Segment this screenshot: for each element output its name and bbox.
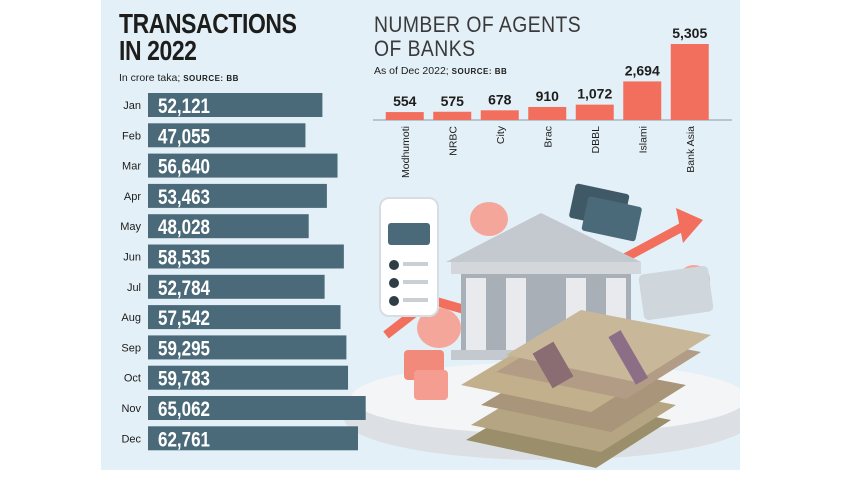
transaction-bar xyxy=(148,123,306,148)
phone-icon xyxy=(379,197,439,317)
month-label: Sep xyxy=(121,342,141,354)
agent-value-label: 1,072 xyxy=(577,86,612,102)
credit-card-icon xyxy=(638,265,714,321)
month-label: Jan xyxy=(123,100,141,112)
transaction-value-label: 52,784 xyxy=(158,277,210,300)
transaction-value-label: 53,463 xyxy=(158,186,210,209)
agents-title: NUMBER OF AGENTS OF BANKS xyxy=(374,12,582,61)
month-label: Aug xyxy=(121,312,141,324)
transactions-subtitle: In crore taka; SOURCE: BB xyxy=(119,72,239,84)
money-stack-icon xyxy=(461,310,711,468)
agent-value-label: 678 xyxy=(488,91,512,107)
bank-label: Modhumoti xyxy=(400,126,412,178)
transaction-bar xyxy=(148,183,327,208)
transaction-value-label: 58,535 xyxy=(158,247,210,270)
transaction-value-label: 48,028 xyxy=(158,216,210,239)
month-label: Dec xyxy=(121,433,141,445)
transaction-value-label: 56,640 xyxy=(158,156,210,179)
transaction-bar xyxy=(148,335,347,360)
bank-label: Brac xyxy=(542,126,554,148)
agent-value-label: 575 xyxy=(441,93,465,109)
transaction-value-label: 59,295 xyxy=(158,337,210,360)
agent-bar xyxy=(623,81,662,120)
agent-value-label: 2,694 xyxy=(625,62,660,78)
transaction-value-label: 57,542 xyxy=(158,307,210,330)
transaction-bar xyxy=(148,305,341,330)
transaction-bar xyxy=(148,153,338,178)
transactions-title: TRANSACTIONS IN 2022 xyxy=(119,8,297,66)
month-label: May xyxy=(120,221,141,233)
agent-bar xyxy=(528,106,567,120)
infographic-panel: TRANSACTIONS IN 2022 In crore taka; SOUR… xyxy=(101,0,740,470)
agents-date: As of Dec 2022; xyxy=(374,65,452,77)
agent-value-label: 5,305 xyxy=(672,25,707,41)
transaction-bar xyxy=(148,93,323,117)
growth-arrow-head xyxy=(676,208,703,243)
transaction-value-label: 52,121 xyxy=(158,95,210,118)
agents-bar-chart: 554 Modhumoti 575 NRBC 678 City 910 Brac 1,072 DB… xyxy=(373,25,732,178)
agent-value-label: 554 xyxy=(393,93,417,109)
month-label: Nov xyxy=(121,403,141,415)
bank-label: Bank Asia xyxy=(685,126,697,173)
month-label: Mar xyxy=(122,161,141,173)
transaction-bar xyxy=(148,244,344,269)
agent-bar xyxy=(575,104,614,120)
agent-bar xyxy=(385,112,424,120)
banking-illustration xyxy=(344,183,740,468)
month-label: Oct xyxy=(124,373,141,385)
transaction-bar xyxy=(148,365,349,390)
transactions-unit: In crore taka; xyxy=(119,72,184,84)
agent-bar xyxy=(670,44,709,120)
transaction-value-label: 47,055 xyxy=(158,125,210,148)
month-label: Jul xyxy=(127,282,141,294)
transactions-source: SOURCE: BB xyxy=(183,74,239,83)
agent-bar xyxy=(480,110,519,120)
agents-subtitle: As of Dec 2022; SOURCE: BB xyxy=(374,65,507,77)
transactions-bar-chart: Jan 52,121 Feb 47,055 Mar 56,640 Apr 53,463 May 4… xyxy=(120,93,366,451)
transaction-bar xyxy=(148,214,309,239)
transaction-bar xyxy=(148,426,358,451)
bank-label: NRBC xyxy=(447,126,459,156)
transaction-bar xyxy=(148,396,366,420)
month-label: Feb xyxy=(122,130,141,142)
agents-source: SOURCE: BB xyxy=(451,67,508,76)
agent-bar xyxy=(433,111,472,120)
transaction-value-label: 62,761 xyxy=(158,428,210,451)
month-label: Jun xyxy=(123,252,141,264)
agent-value-label: 910 xyxy=(536,88,560,104)
transaction-value-label: 59,783 xyxy=(158,368,210,391)
month-label: Apr xyxy=(124,191,141,203)
bank-label: DBBL xyxy=(590,126,602,154)
transaction-value-label: 65,062 xyxy=(158,398,210,421)
bank-label: Islami xyxy=(637,126,649,153)
bank-label: City xyxy=(495,125,507,144)
bank-building-icon xyxy=(446,213,641,360)
transaction-bar xyxy=(148,274,325,299)
cash-notes-icon xyxy=(569,183,642,242)
